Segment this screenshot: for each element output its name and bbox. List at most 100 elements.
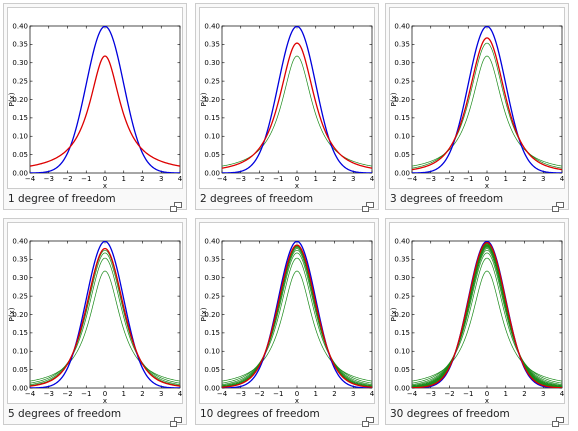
- x-tick-label: 1: [314, 390, 318, 398]
- x-tick-label: 2: [332, 390, 336, 398]
- x-tick-label: −1: [273, 390, 283, 398]
- plot-frame: [222, 241, 372, 388]
- x-tick-label: 2: [522, 175, 526, 183]
- x-tick-label: 1: [314, 175, 318, 183]
- student-t-df-4-series: [222, 250, 372, 385]
- normal-pdf-series: [412, 26, 562, 173]
- y-tick-label: 0.25: [394, 292, 410, 300]
- x-tick-label: 4: [178, 390, 182, 398]
- y-tick-label: 0.35: [204, 41, 220, 49]
- x-tick-label: −1: [81, 175, 91, 183]
- x-tick-label: 3: [541, 390, 545, 398]
- y-tick-label: 0.25: [394, 77, 410, 85]
- y-axis-label: P(x): [390, 307, 398, 321]
- student-t-df-6-series: [222, 247, 372, 386]
- student-t-df-1-series: [222, 271, 372, 381]
- student-t-df-25-series: [412, 243, 562, 388]
- x-tick-label: −2: [62, 390, 72, 398]
- y-tick-label: 0.15: [394, 329, 410, 337]
- normal-pdf-series: [412, 241, 562, 388]
- plot-frame: [412, 241, 562, 388]
- student-t-df-5-series: [222, 248, 372, 386]
- x-tick-label: −2: [254, 390, 264, 398]
- y-tick-label: 0.40: [12, 237, 28, 245]
- student-t-df-10-series: [412, 245, 562, 387]
- x-tick-label: 1: [504, 390, 508, 398]
- enlarge-icon[interactable]: [552, 197, 564, 207]
- student-t-df-1-series: [412, 56, 562, 166]
- figure-thumbnail: 0.00 0.05 0.10 0.15 0.20 0.25 0.30 0.35 0.40 −4 −3…: [385, 3, 569, 210]
- student-t-df-2-series: [222, 43, 372, 168]
- x-tick-label: 4: [178, 175, 182, 183]
- y-tick-label: 0.35: [204, 256, 220, 264]
- y-axis-label: P(x): [8, 92, 16, 106]
- enlarge-icon[interactable]: [170, 197, 182, 207]
- plot-frame: [412, 26, 562, 173]
- plot-frame: [30, 26, 180, 173]
- student-t-df-8-series: [412, 246, 562, 387]
- student-t-df-20-series: [412, 243, 562, 387]
- x-tick-label: −1: [273, 175, 283, 183]
- y-tick-label: 0.15: [12, 329, 28, 337]
- pdf-chart: 0.00 0.05 0.10 0.15 0.20 0.25 0.30 0.35 0.40 −4 −3…: [390, 8, 564, 188]
- enlarge-icon[interactable]: [362, 197, 374, 207]
- student-t-df-2-series: [412, 258, 562, 383]
- enlarge-icon[interactable]: [552, 412, 564, 422]
- y-tick-label: 0.25: [204, 292, 220, 300]
- y-tick-label: 0.25: [204, 77, 220, 85]
- normal-pdf-series: [30, 241, 180, 388]
- x-tick-label: 3: [541, 175, 545, 183]
- x-tick-label: −4: [407, 390, 418, 398]
- chart-image-link[interactable]: 0.00 0.05 0.10 0.15 0.20 0.25 0.30 0.35 0.40 −4 −3…: [199, 7, 375, 189]
- x-tick-label: −1: [463, 175, 473, 183]
- student-t-df-9-series: [412, 245, 562, 387]
- y-tick-label: 0.10: [204, 133, 220, 141]
- normal-pdf-series: [222, 241, 372, 388]
- normal-pdf-series: [30, 26, 180, 173]
- student-t-df-15-series: [412, 244, 562, 388]
- student-t-df-5-series: [30, 248, 180, 386]
- pdf-chart: 0.00 0.05 0.10 0.15 0.20 0.25 0.30 0.35 0.40 −4 −3…: [200, 8, 374, 188]
- chart-image-link[interactable]: 0.00 0.05 0.10 0.15 0.20 0.25 0.30 0.35 0.40 −4 −3…: [389, 222, 565, 404]
- student-t-df-30-series: [412, 243, 562, 388]
- y-tick-label: 0.25: [12, 77, 28, 85]
- enlarge-icon[interactable]: [362, 412, 374, 422]
- student-t-df-8-series: [222, 246, 372, 387]
- x-axis-label: x: [103, 397, 107, 403]
- y-tick-label: 0.15: [204, 114, 220, 122]
- x-tick-label: −4: [217, 390, 228, 398]
- y-tick-label: 0.40: [204, 22, 220, 30]
- pdf-chart: 0.00 0.05 0.10 0.15 0.20 0.25 0.30 0.35 0.40 −4 −3…: [8, 223, 182, 403]
- y-tick-label: 0.30: [12, 59, 28, 67]
- chart-image-link[interactable]: 0.00 0.05 0.10 0.15 0.20 0.25 0.30 0.35 0.40 −4 −3…: [7, 222, 183, 404]
- chart-image-link[interactable]: 0.00 0.05 0.10 0.15 0.20 0.25 0.30 0.35 0.40 −4 −3…: [199, 222, 375, 404]
- y-tick-label: 0.05: [394, 151, 410, 159]
- y-tick-label: 0.05: [12, 151, 28, 159]
- x-tick-label: −2: [62, 175, 72, 183]
- figure-caption: 5 degrees of freedom: [8, 408, 121, 420]
- x-tick-label: −3: [44, 390, 54, 398]
- y-tick-label: 0.15: [394, 114, 410, 122]
- chart-image-link[interactable]: 0.00 0.05 0.10 0.15 0.20 0.25 0.30 0.35 0.40 −4 −3…: [389, 7, 565, 189]
- y-tick-label: 0.25: [12, 292, 28, 300]
- student-t-df-2-series: [412, 43, 562, 168]
- x-tick-label: −4: [25, 175, 36, 183]
- pdf-chart: 0.00 0.05 0.10 0.15 0.20 0.25 0.30 0.35 0.40 −4 −3…: [390, 223, 564, 403]
- y-axis-label: P(x): [200, 92, 208, 106]
- student-t-df-1-series: [412, 271, 562, 381]
- chart-image-link[interactable]: 0.00 0.05 0.10 0.15 0.20 0.25 0.30 0.35 0.40 −4 −3…: [7, 7, 183, 189]
- enlarge-icon[interactable]: [170, 412, 182, 422]
- y-tick-label: 0.10: [12, 133, 28, 141]
- y-tick-label: 0.05: [12, 366, 28, 374]
- x-tick-label: −1: [463, 390, 473, 398]
- y-tick-label: 0.10: [204, 348, 220, 356]
- x-tick-label: −3: [236, 175, 246, 183]
- plot-frame: [30, 241, 180, 388]
- x-axis-label: x: [295, 397, 299, 403]
- y-tick-label: 0.05: [204, 366, 220, 374]
- figure-thumbnail: 0.00 0.05 0.10 0.15 0.20 0.25 0.30 0.35 0.40 −4 −3…: [385, 218, 569, 425]
- figure-caption: 10 degrees of freedom: [200, 408, 320, 420]
- y-tick-label: 0.40: [394, 237, 410, 245]
- y-tick-label: 0.40: [12, 22, 28, 30]
- x-tick-label: −4: [407, 175, 418, 183]
